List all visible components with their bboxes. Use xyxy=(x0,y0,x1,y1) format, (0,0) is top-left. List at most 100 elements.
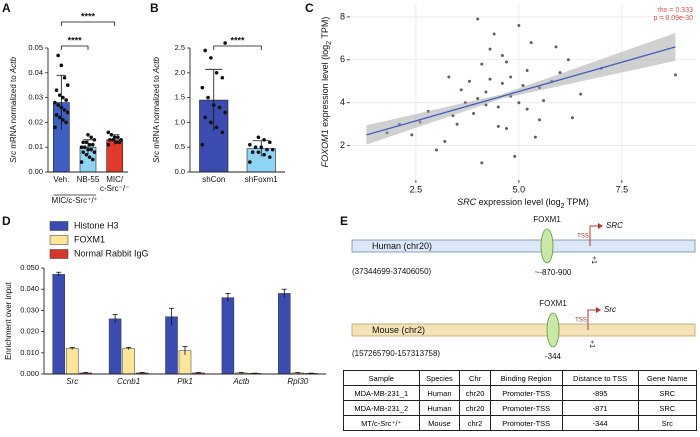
data-point xyxy=(87,155,92,159)
data-point xyxy=(268,155,272,159)
data-point xyxy=(262,152,266,157)
data-point xyxy=(83,145,87,149)
foxm1-site xyxy=(546,312,560,348)
data-point xyxy=(253,145,258,149)
data-point xyxy=(57,115,62,120)
panel-letter: C xyxy=(305,1,314,15)
y-tick-label: 0.00 xyxy=(28,167,43,176)
mouse-locus xyxy=(351,323,696,337)
y-tick-label: 0.040 xyxy=(20,284,39,293)
data-point xyxy=(106,130,111,135)
data-point xyxy=(53,100,57,105)
data-point xyxy=(525,107,529,111)
data-point xyxy=(200,85,205,90)
data-point xyxy=(467,79,471,83)
y-tick-label: 0.0 xyxy=(175,167,185,176)
axis-label: Src mRNA normalized to Actb xyxy=(9,57,18,163)
table-cell: Promoter-TSS xyxy=(489,415,563,431)
human-range: (37344699-37406050) xyxy=(352,267,432,276)
axis-label-part: Actb xyxy=(9,57,18,75)
x-tick-label: 2.5 xyxy=(410,184,423,194)
axis-label: FOXOM1 expression level (log2 TPM) xyxy=(320,17,333,168)
table-header-row: Sample Species Chr Binding Region Distance t… xyxy=(343,370,698,386)
confidence-band xyxy=(366,32,676,145)
table-cell: MDA-MB-231_1 xyxy=(343,385,420,401)
data-point xyxy=(265,147,269,152)
bar xyxy=(52,274,65,375)
y-tick-label: 4 xyxy=(340,97,345,107)
data-point xyxy=(443,139,447,143)
axis-label: Enrichment over input xyxy=(4,281,13,360)
table-cell: MDA-MB-231_2 xyxy=(343,400,420,416)
y-tick-label: 2.5 xyxy=(175,43,185,52)
data-point xyxy=(54,113,59,117)
data-point xyxy=(505,60,509,64)
data-point xyxy=(513,154,517,158)
data-point xyxy=(214,125,219,130)
x-tick-label: MIC/ c-Src⁻/⁻ xyxy=(99,175,130,193)
data-point xyxy=(500,81,504,85)
bar xyxy=(221,297,235,375)
data-point xyxy=(517,101,521,105)
data-point xyxy=(86,133,90,137)
data-point xyxy=(106,142,111,147)
y-tick-label: 2 xyxy=(340,140,345,150)
data-point xyxy=(65,110,70,115)
data-point xyxy=(542,99,546,103)
data-point xyxy=(270,147,275,152)
panel-letter: A xyxy=(2,1,11,15)
x-tick-label: Actb xyxy=(233,377,250,386)
axis-label-part: mRNA normalized to xyxy=(152,73,161,151)
x-tick-label: 7.5 xyxy=(616,184,629,194)
fit-line xyxy=(366,46,676,136)
data-point xyxy=(119,137,123,142)
human-label: Human (chr20) xyxy=(372,241,432,251)
axis-label: SRC expression level (log2 TPM) xyxy=(457,197,589,210)
data-point xyxy=(570,116,574,120)
data-point xyxy=(79,145,84,149)
data-point xyxy=(484,90,488,94)
mouse-label: Mouse (chr2) xyxy=(372,325,425,335)
data-point xyxy=(84,152,89,157)
axis-label-part: Src xyxy=(9,151,18,163)
group-label: MIC/c-Src⁺/⁺ xyxy=(51,196,98,205)
tss-label: TSS xyxy=(577,234,589,240)
start-label: +1 xyxy=(588,340,595,348)
data-point xyxy=(56,53,60,58)
data-point xyxy=(509,75,513,79)
data-point xyxy=(579,92,583,96)
data-point xyxy=(84,140,89,145)
data-point xyxy=(459,88,463,92)
table-cell: SRC xyxy=(637,400,698,416)
data-point xyxy=(435,148,438,152)
tss-arrow xyxy=(589,225,600,246)
data-point xyxy=(92,137,97,142)
data-point xyxy=(62,75,67,80)
data-point xyxy=(81,150,85,154)
y-tick-label: 0.02 xyxy=(28,117,43,126)
data-point xyxy=(256,150,261,154)
y-tick-label: 1.0 xyxy=(175,117,185,126)
table-row: MDA-MB-231_1 Human chr20 Promoter-TSS -895 SR… xyxy=(343,385,698,401)
summary-table: Sample Species Chr Binding Region Distance t… xyxy=(343,370,698,431)
legend-label: Normal Rabbit IgG xyxy=(74,248,149,258)
site-label: -344 xyxy=(545,352,562,361)
axis-label-part: FOXOM1 xyxy=(320,129,330,167)
table-cell: Human xyxy=(418,400,461,416)
legend-label: Histone H3 xyxy=(74,220,119,230)
axis-label-part: TPM) xyxy=(320,17,330,41)
y-tick-label: 0.030 xyxy=(20,305,39,314)
data-point xyxy=(56,103,60,107)
annotation: rho = 0.333 xyxy=(657,7,693,14)
table-header-cell: Distance to TSS xyxy=(561,370,639,386)
table-cell: Promoter-TSS xyxy=(489,400,563,416)
data-point xyxy=(220,130,225,135)
data-point xyxy=(62,108,67,112)
tss-arrowhead xyxy=(596,307,601,313)
table-cell: Promoter-TSS xyxy=(489,385,563,401)
tss-arrow xyxy=(587,309,598,330)
annotation: p = 8.09e-30 xyxy=(653,15,693,22)
table-cell: Human xyxy=(418,385,461,401)
